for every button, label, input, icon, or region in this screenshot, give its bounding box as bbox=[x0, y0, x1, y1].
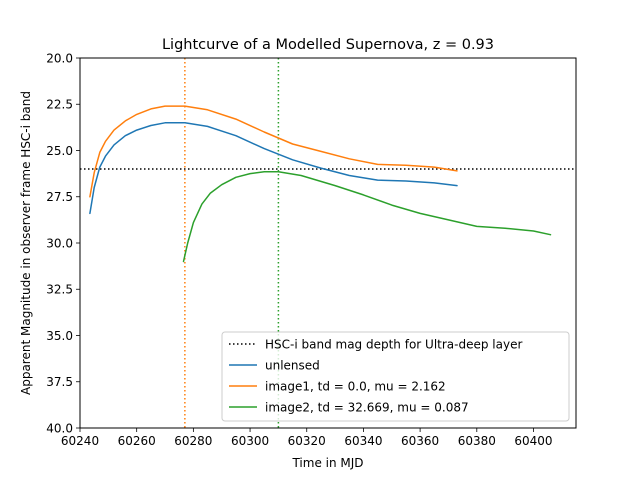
x-tick-label: 60300 bbox=[231, 434, 269, 448]
y-axis-label: Apparent Magnitude in observer frame HSC… bbox=[19, 91, 33, 395]
x-tick-label: 60400 bbox=[514, 434, 552, 448]
y-tick-label: 22.5 bbox=[46, 98, 73, 112]
y-tick-label: 30.0 bbox=[46, 236, 73, 250]
x-tick-label: 60280 bbox=[174, 434, 212, 448]
x-tick-label: 60320 bbox=[288, 434, 326, 448]
y-tick-label: 25.0 bbox=[46, 144, 73, 158]
legend-label-image1: image1, td = 0.0, mu = 2.162 bbox=[265, 380, 446, 394]
legend-label-image2: image2, td = 32.669, mu = 0.087 bbox=[265, 401, 469, 415]
y-tick-label: 20.0 bbox=[46, 51, 73, 65]
legend-label-hline: HSC-i band mag depth for Ultra-deep laye… bbox=[265, 338, 522, 352]
x-tick-label: 60360 bbox=[401, 434, 439, 448]
y-tick-label: 35.0 bbox=[46, 329, 73, 343]
series-layer bbox=[89, 105, 552, 263]
y-tick-label: 27.5 bbox=[46, 190, 73, 204]
y-tick-label: 37.5 bbox=[46, 375, 73, 389]
legend-box bbox=[221, 331, 570, 422]
series-line-image2 bbox=[182, 171, 552, 263]
series-line-image1 bbox=[89, 105, 458, 198]
y-tick-label: 40.0 bbox=[46, 421, 73, 435]
x-axis-label: Time in MJD bbox=[291, 456, 363, 470]
legend: HSC-i band mag depth for Ultra-deep laye… bbox=[221, 331, 570, 422]
legend-label-unlensed: unlensed bbox=[265, 359, 320, 373]
x-tick-label: 60260 bbox=[118, 434, 156, 448]
y-axis-ticks: 20.0 22.5 25.0 27.5 30.0 32.5 35.0 37.5 40.0 bbox=[46, 51, 80, 435]
series-line-unlensed bbox=[89, 122, 458, 215]
y-tick-label: 32.5 bbox=[46, 283, 73, 297]
chart-title: Lightcurve of a Modelled Supernova, z = … bbox=[162, 37, 494, 53]
x-tick-label: 60240 bbox=[61, 434, 99, 448]
x-tick-label: 60340 bbox=[344, 434, 382, 448]
x-tick-label: 60380 bbox=[458, 434, 496, 448]
x-axis-ticks: 60240 60260 60280 60300 60320 60340 60360 60380… bbox=[61, 428, 553, 448]
